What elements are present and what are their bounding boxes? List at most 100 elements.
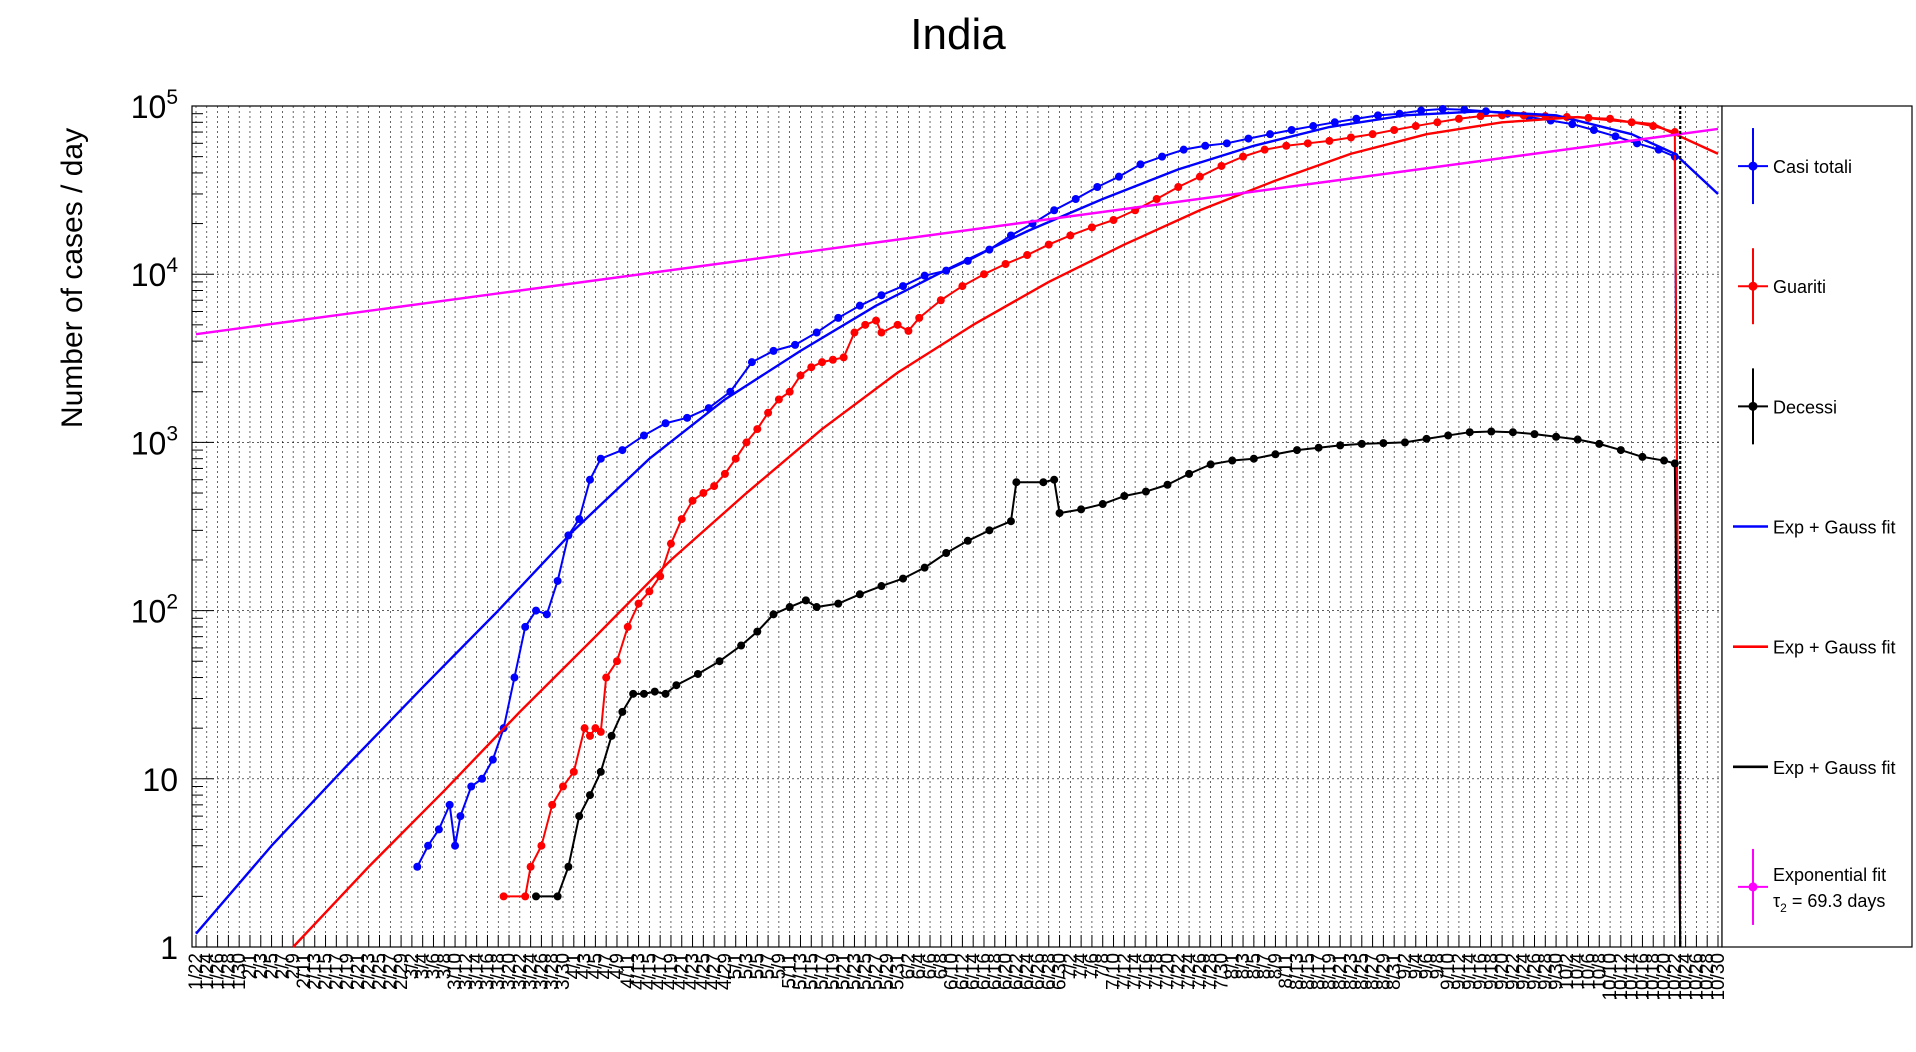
x-tick-label: 7/14 (1125, 953, 1146, 990)
legend-entry: Exponential fit τ2 = 69.3 days (1738, 848, 1886, 925)
x-tick-label: 9/14 (1460, 953, 1481, 990)
data-point (537, 841, 546, 850)
y-tick-base: 10 (131, 425, 167, 461)
data-point (1239, 152, 1248, 161)
data-point (807, 363, 816, 372)
x-tick-label: 4/3 (575, 953, 596, 979)
data-point (1109, 216, 1118, 225)
x-tick-label: 10/4 (1568, 953, 1589, 990)
x-tick-label: 8/9 (1265, 953, 1286, 979)
data-point (812, 328, 821, 337)
tau-subscript: 2 (1780, 901, 1787, 915)
data-point (1476, 112, 1485, 121)
x-tick-label: 3/24 (521, 953, 542, 990)
data-point (688, 496, 697, 505)
data-point (1114, 172, 1123, 181)
fit-line (195, 110, 1719, 935)
x-tick-label: 9/24 (1514, 953, 1535, 990)
x-tick-label: 4/1 (564, 953, 585, 979)
x-tick-label: 10/10 (1600, 953, 1621, 1001)
data-point (1400, 438, 1409, 447)
x-tick-label: 7/6 (1082, 953, 1103, 979)
x-tick-label: 10/26 (1686, 953, 1707, 1001)
data-point (585, 475, 594, 484)
data-point (1163, 480, 1172, 489)
data-point (661, 689, 670, 698)
x-tick-label: 3/2 (402, 953, 423, 979)
data-point (596, 454, 605, 463)
x-tick-label: 7/26 (1190, 953, 1211, 990)
x-tick-label: 2/9 (283, 953, 304, 979)
x-tick-label: 10/2 (1557, 953, 1578, 990)
x-tick-label: 4/9 (607, 953, 628, 979)
x-tick-label: 2/29 (391, 953, 412, 990)
y-tick-base: 10 (142, 762, 178, 798)
x-tick-label: 1/30 (229, 953, 250, 990)
x-tick-label: 3/16 (477, 953, 498, 990)
data-point (1077, 505, 1086, 514)
data-point (629, 689, 638, 698)
data-point (904, 326, 913, 335)
data-point (607, 731, 616, 740)
x-tick-label: 9/4 (1406, 953, 1427, 980)
x-tick-label: 8/5 (1244, 953, 1265, 979)
x-tick-label: 7/30 (1211, 953, 1232, 990)
x-tick-label: 4/29 (715, 953, 736, 990)
x-tick-label: 3/14 (467, 953, 488, 990)
y-tick-base: 1 (160, 930, 178, 966)
data-point (559, 782, 568, 791)
data-point (915, 313, 924, 322)
x-tick-label: 9/28 (1535, 953, 1556, 990)
x-tick-label: 4/25 (693, 953, 714, 990)
fit-line (195, 127, 1719, 336)
x-tick-label: 3/6 (423, 953, 444, 979)
data-point (1357, 439, 1366, 448)
x-tick-label: 5/29 (877, 953, 898, 990)
data-point (1616, 446, 1625, 455)
data-point (731, 454, 740, 463)
x-tick-label: 5/5 (747, 953, 768, 979)
x-tick-label: 3/28 (542, 953, 563, 990)
x-tick-label: 2/27 (380, 953, 401, 990)
data-point (963, 536, 972, 545)
x-tick-label: 6/14 (963, 953, 984, 990)
y-tick-label: 10 (142, 762, 178, 798)
x-tick-label: 8/15 (1298, 953, 1319, 990)
data-point (661, 419, 670, 428)
x-tick-label: 10/18 (1643, 953, 1664, 1001)
x-tick-label: 7/4 (1071, 953, 1092, 980)
data-point (1249, 454, 1258, 463)
data-point (677, 515, 686, 524)
x-tick-label: 6/28 (1039, 953, 1060, 990)
x-tick-label: 6/4 (909, 953, 930, 980)
x-tick-label: 10/28 (1697, 953, 1718, 1001)
data-point (1244, 134, 1253, 143)
data-point (1050, 475, 1059, 484)
data-point (1508, 428, 1517, 437)
data-point (1179, 145, 1188, 154)
x-tick-label: 2/7 (272, 953, 293, 979)
data-point (753, 627, 762, 636)
data-point (855, 590, 864, 599)
x-tick-label: 9/16 (1471, 953, 1492, 990)
data-point (985, 526, 994, 535)
data-point (1141, 487, 1150, 496)
data-point (618, 446, 627, 455)
data-point (699, 489, 708, 498)
legend: Casi totali Guariti Decessi Exp + Gauss fit… (1733, 128, 1896, 925)
x-tick-label: 9/8 (1427, 953, 1448, 979)
x-tick-label: 5/11 (780, 953, 801, 989)
x-tick-label: 9/2 (1395, 953, 1416, 979)
data-point (521, 892, 530, 901)
data-point (920, 563, 929, 572)
y-tick-exponent: 2 (166, 591, 178, 614)
data-point (979, 270, 988, 279)
data-point (834, 313, 843, 322)
x-tick-label: 9/12 (1449, 953, 1470, 990)
data-point (564, 862, 573, 871)
data-point (445, 800, 454, 809)
data-point (1001, 259, 1010, 268)
y-tick-exponent: 4 (166, 254, 178, 277)
data-point (1195, 172, 1204, 181)
